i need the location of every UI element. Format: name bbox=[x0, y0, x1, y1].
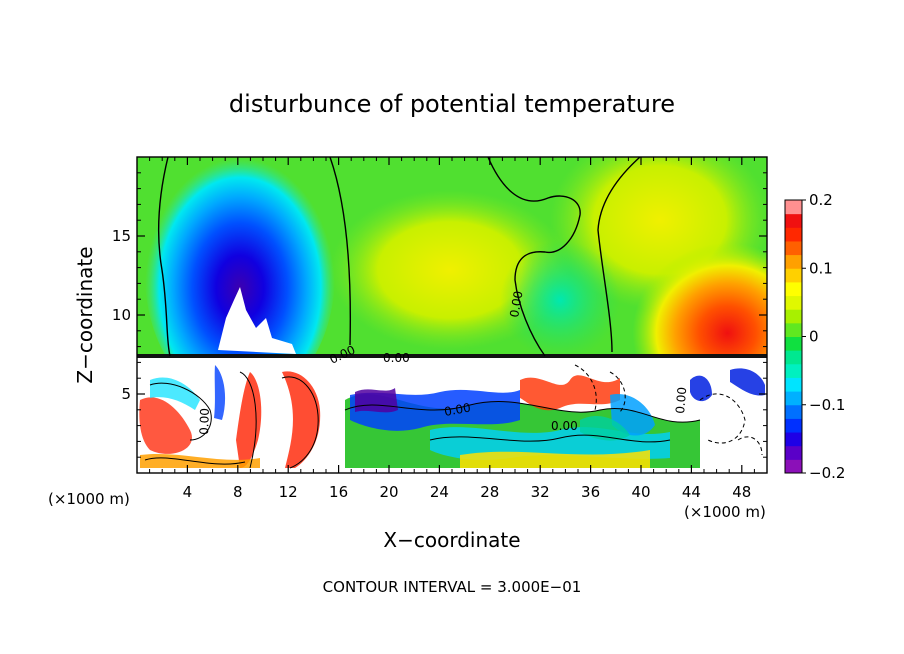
chart-title: disturbunce of potential temperature bbox=[229, 90, 675, 118]
colorbar-ticks: 0.2 0.1 0 −0.1 −0.2 bbox=[802, 191, 845, 482]
colorbar-swatch bbox=[785, 254, 802, 269]
y-tick-label: 5 bbox=[121, 385, 131, 403]
x-unit-right: (×1000 m) bbox=[684, 503, 766, 521]
plot-area: 0.00 0.00 0.00 0.00 0.00 0.00 0.00 bbox=[137, 157, 767, 473]
colorbar-swatch bbox=[785, 281, 802, 297]
boundary-contours bbox=[144, 364, 763, 469]
x-tick-label: 36 bbox=[581, 483, 600, 501]
contour-zero-center bbox=[487, 157, 581, 357]
colorbar-swatches bbox=[785, 200, 802, 474]
colorbar-swatch bbox=[785, 404, 802, 419]
x-tick-label: 48 bbox=[732, 483, 751, 501]
x-tick-label: 8 bbox=[233, 483, 243, 501]
colorbar-swatch bbox=[785, 309, 802, 324]
x-tick-label: 4 bbox=[183, 483, 193, 501]
colorbar-swatch bbox=[785, 432, 802, 447]
colorbar-tick-label: 0 bbox=[809, 328, 819, 346]
x-tick-label: 12 bbox=[279, 483, 298, 501]
y-axis-label: Z−coordinate bbox=[73, 246, 97, 383]
colorbar-swatch bbox=[785, 336, 802, 351]
colorbar-swatch bbox=[785, 240, 802, 256]
contour-label: 0.00 bbox=[673, 386, 689, 414]
colorbar-swatch bbox=[785, 350, 802, 365]
colorbar-tick-label: 0.1 bbox=[809, 259, 833, 277]
x-tick-label: 24 bbox=[430, 483, 449, 501]
contour-lines bbox=[157, 157, 641, 357]
colorbar-swatch bbox=[785, 268, 802, 283]
x-tick-label: 44 bbox=[682, 483, 701, 501]
colorbar-swatch bbox=[785, 418, 802, 433]
contour-label: 0.00 bbox=[197, 408, 212, 435]
contour-interval-note: CONTOUR INTERVAL = 3.000E−01 bbox=[323, 578, 582, 596]
colorbar-swatch bbox=[785, 377, 802, 392]
y-tick-label: 10 bbox=[112, 306, 131, 324]
colorbar-swatch bbox=[785, 459, 802, 474]
contour-label: 0.00 bbox=[551, 419, 578, 433]
colorbar-swatch bbox=[785, 227, 802, 242]
contour-zero-right bbox=[597, 157, 641, 353]
contour-label: 0.00 bbox=[383, 351, 410, 365]
colorbar-swatch bbox=[785, 391, 802, 406]
colorbar-tick-label: 0.2 bbox=[809, 191, 833, 209]
colorbar-swatch bbox=[785, 200, 802, 215]
x-tick-label: 28 bbox=[480, 483, 499, 501]
x-tick-label: 32 bbox=[531, 483, 550, 501]
colorbar-tick-label: −0.2 bbox=[809, 464, 845, 482]
x-axis: 4 8 12 16 20 24 28 32 36 40 44 48 bbox=[149, 157, 755, 501]
colorbar-swatch bbox=[785, 213, 802, 228]
contour-label: 0.00 bbox=[443, 401, 472, 419]
saturated-core bbox=[218, 287, 296, 354]
y-tick-label: 15 bbox=[112, 227, 131, 245]
colorbar-swatch bbox=[785, 445, 802, 460]
contour-label: 0.00 bbox=[507, 290, 525, 319]
contour-zero-left-outer bbox=[157, 157, 171, 357]
colorbar-swatch bbox=[785, 322, 802, 337]
x-tick-label: 40 bbox=[631, 483, 650, 501]
colorbar-swatch bbox=[785, 363, 802, 378]
x-unit-left: (×1000 m) bbox=[48, 490, 130, 508]
inversion-line bbox=[137, 354, 767, 358]
colorbar: 0.2 0.1 0 −0.1 −0.2 bbox=[784, 191, 845, 482]
x-tick-label: 20 bbox=[379, 483, 398, 501]
x-tick-label: 16 bbox=[329, 483, 348, 501]
x-axis-label: X−coordinate bbox=[383, 528, 520, 552]
colorbar-swatch bbox=[785, 295, 802, 310]
boundary-layer-turbulence bbox=[139, 365, 765, 468]
y-axis: 5 10 15 bbox=[112, 172, 767, 458]
colorbar-tick-label: −0.1 bbox=[809, 396, 845, 414]
contour-zero-left-inner bbox=[329, 157, 352, 346]
